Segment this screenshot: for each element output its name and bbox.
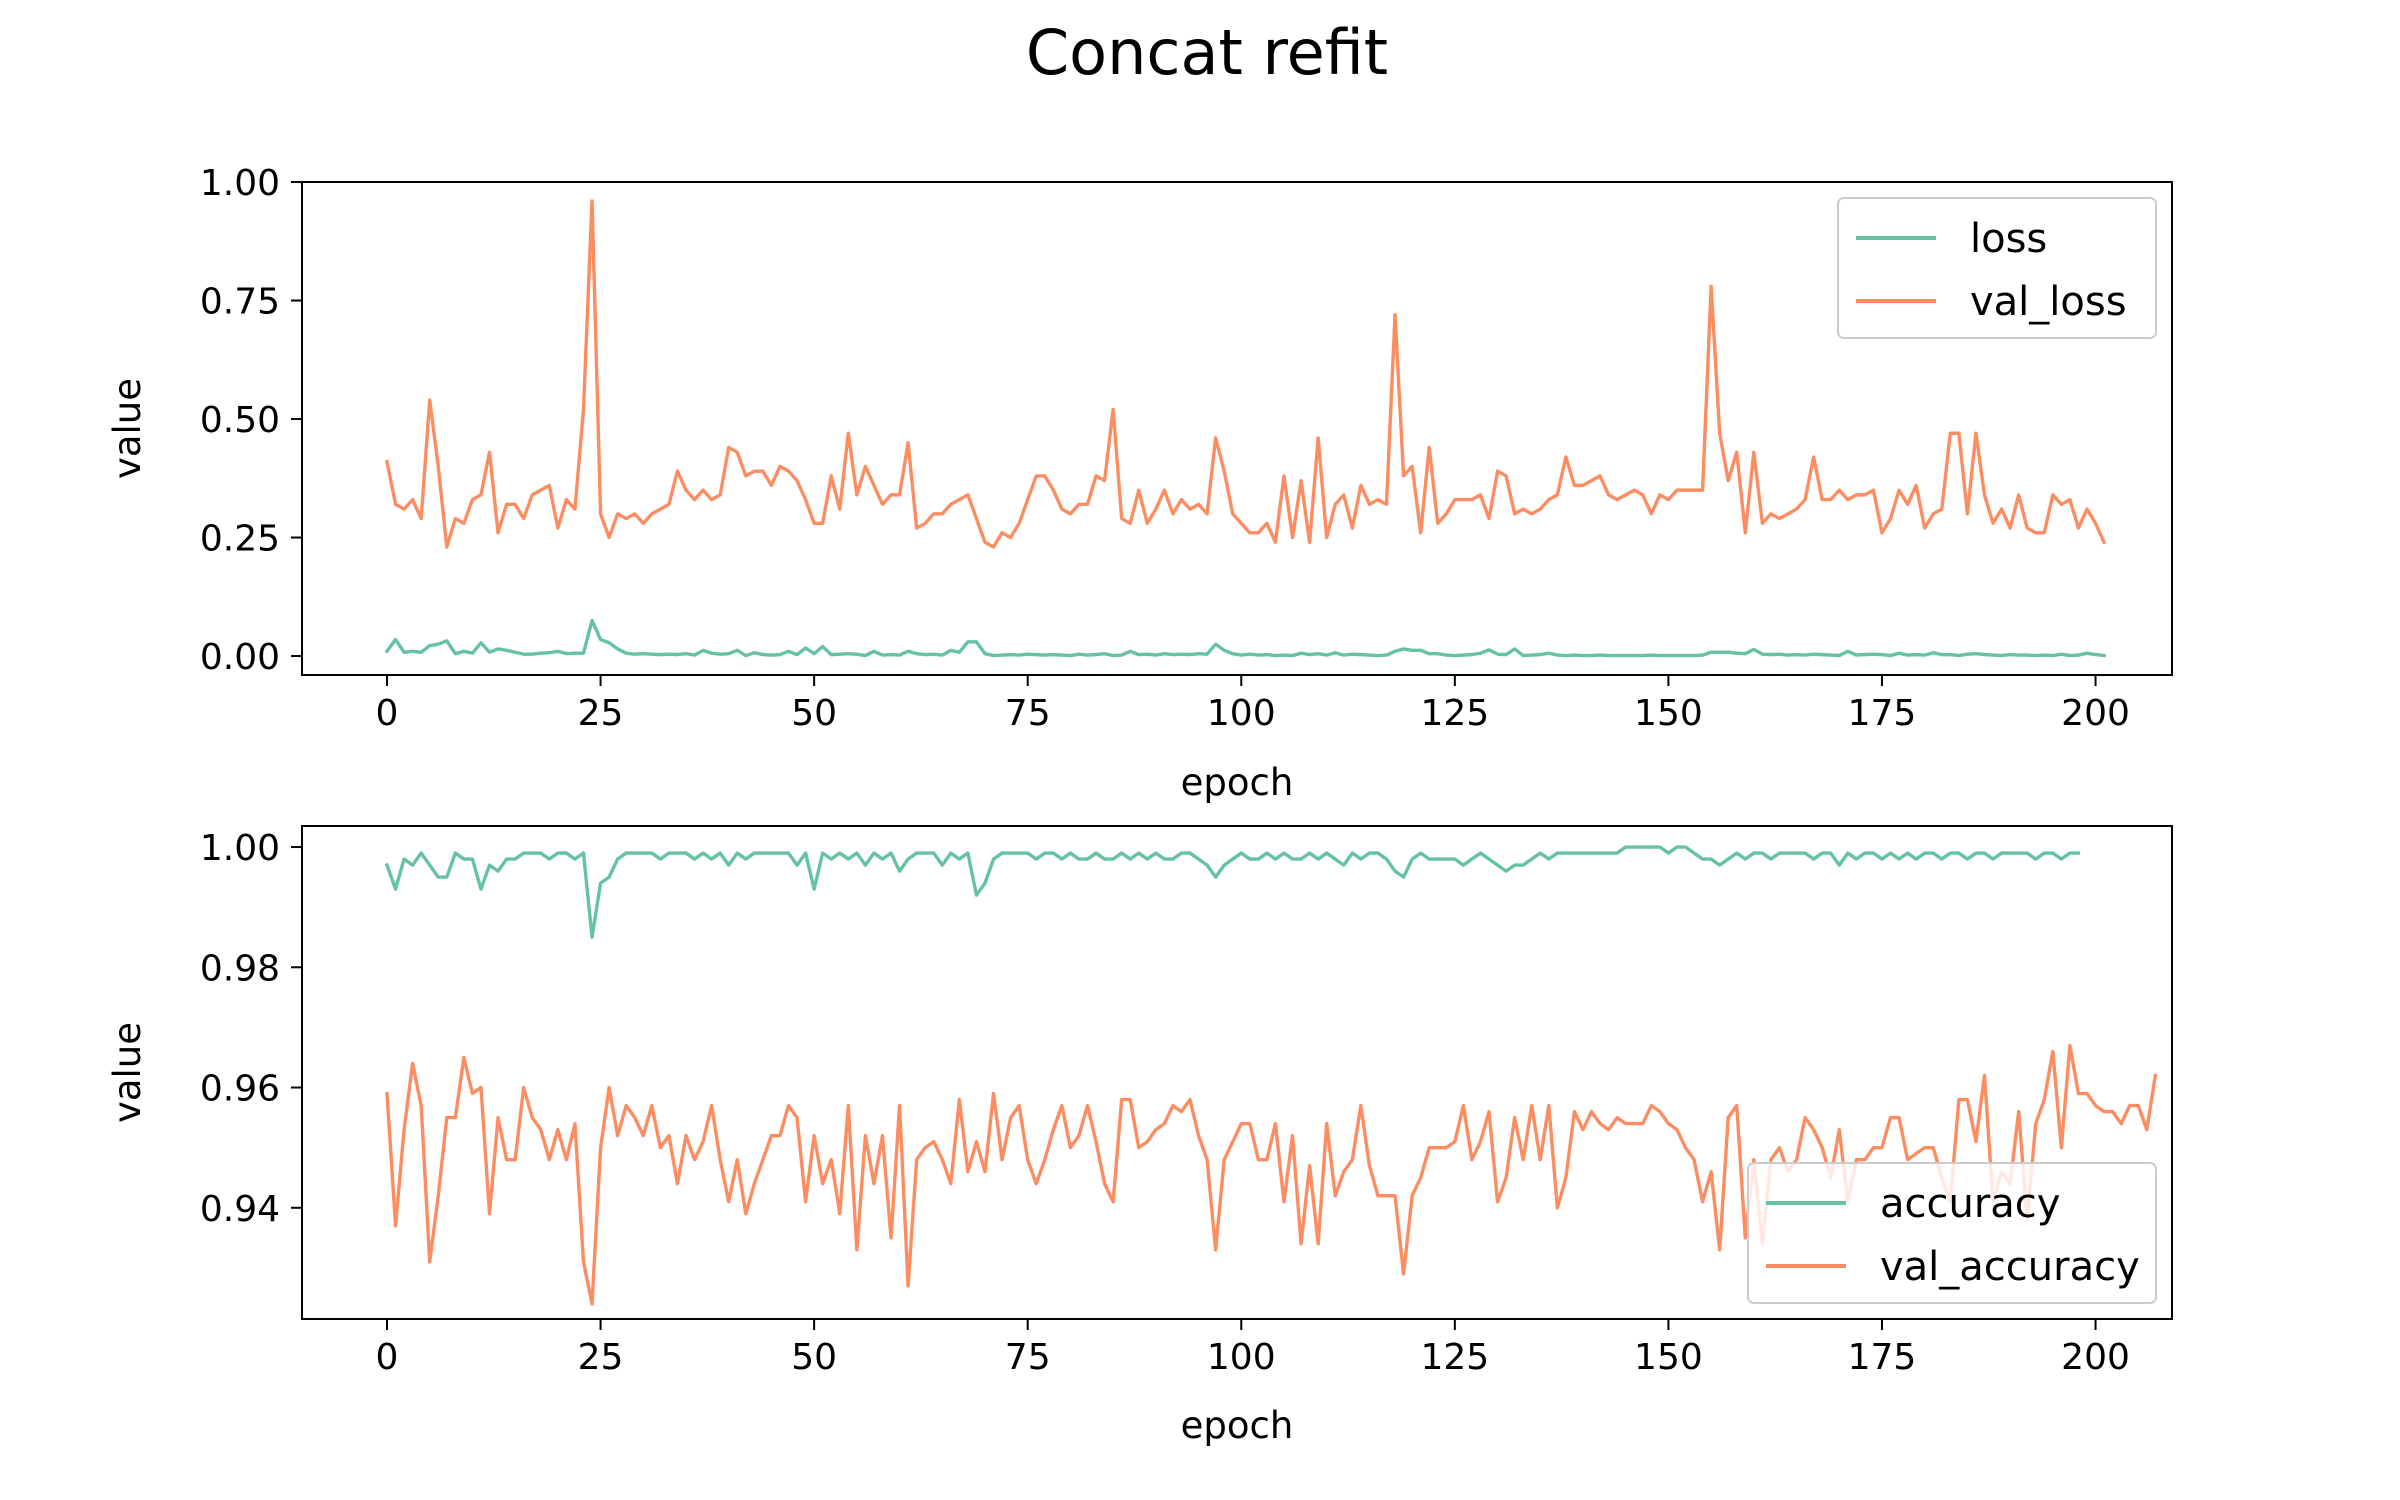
y-tick-label: 0.94 [200, 1189, 280, 1230]
x-tick-label: 125 [1420, 1337, 1489, 1378]
legend-label-val-accuracy: val_accuracy [1880, 1244, 2140, 1290]
x-tick-label: 175 [1848, 693, 1917, 734]
y-axis-label: value [106, 378, 149, 479]
x-tick-label: 175 [1848, 1337, 1917, 1378]
legend-label-accuracy: accuracy [1880, 1181, 2060, 1227]
x-tick-label: 0 [376, 1337, 399, 1378]
series-line-accuracy [384, 845, 2081, 939]
legend: loss val_loss [1837, 197, 2157, 339]
loss-panel: 0 25 50 75 100 125 150 175 200 0.00 0.25 0.50 0.75 1.… [106, 163, 2173, 804]
y-tick-label: 0.50 [200, 400, 280, 441]
x-tick-label: 150 [1634, 1337, 1703, 1378]
series-line-loss [384, 618, 2106, 658]
y-tick-label: 1.00 [200, 828, 280, 869]
plot-frame [301, 181, 2173, 676]
x-tick-label: 100 [1207, 1337, 1276, 1378]
x-tick-label: 125 [1420, 693, 1489, 734]
legend-label-loss: loss [1970, 216, 2047, 262]
x-tick-label: 0 [376, 693, 399, 734]
series-line-val-accuracy [385, 1043, 2158, 1306]
y-tick-label: 0.00 [200, 637, 280, 678]
x-tick-label: 200 [2061, 693, 2130, 734]
figure-title: Concat refit [1026, 16, 1388, 89]
legend-label-val-loss: val_loss [1970, 279, 2127, 325]
series-line-val-loss [384, 199, 2107, 549]
x-tick-label: 150 [1634, 693, 1703, 734]
y-axis-label: value [106, 1022, 149, 1123]
y-tick-label: 0.96 [200, 1069, 280, 1110]
x-axis-label: epoch [1181, 761, 1294, 804]
y-tick-label: 1.00 [200, 163, 280, 204]
y-tick-label: 0.75 [200, 282, 280, 323]
accuracy-panel: 0 25 50 75 100 125 150 175 200 0.94 0.96 0.98 1.00 ep… [106, 825, 2173, 1447]
x-tick-label: 75 [1005, 1337, 1051, 1378]
plot-frame [301, 825, 2173, 1320]
legend: accuracy val_accuracy [1747, 1162, 2157, 1304]
x-tick-label: 50 [791, 693, 837, 734]
x-tick-label: 200 [2061, 1337, 2130, 1378]
x-tick-label: 25 [578, 1337, 624, 1378]
x-tick-label: 100 [1207, 693, 1276, 734]
y-tick-label: 0.98 [200, 948, 280, 989]
y-tick-label: 0.25 [200, 519, 280, 560]
legend-box [1747, 1162, 2157, 1304]
x-axis-label: epoch [1181, 1404, 1294, 1447]
x-tick-label: 75 [1005, 693, 1051, 734]
x-tick-label: 50 [791, 1337, 837, 1378]
x-tick-label: 25 [578, 693, 624, 734]
